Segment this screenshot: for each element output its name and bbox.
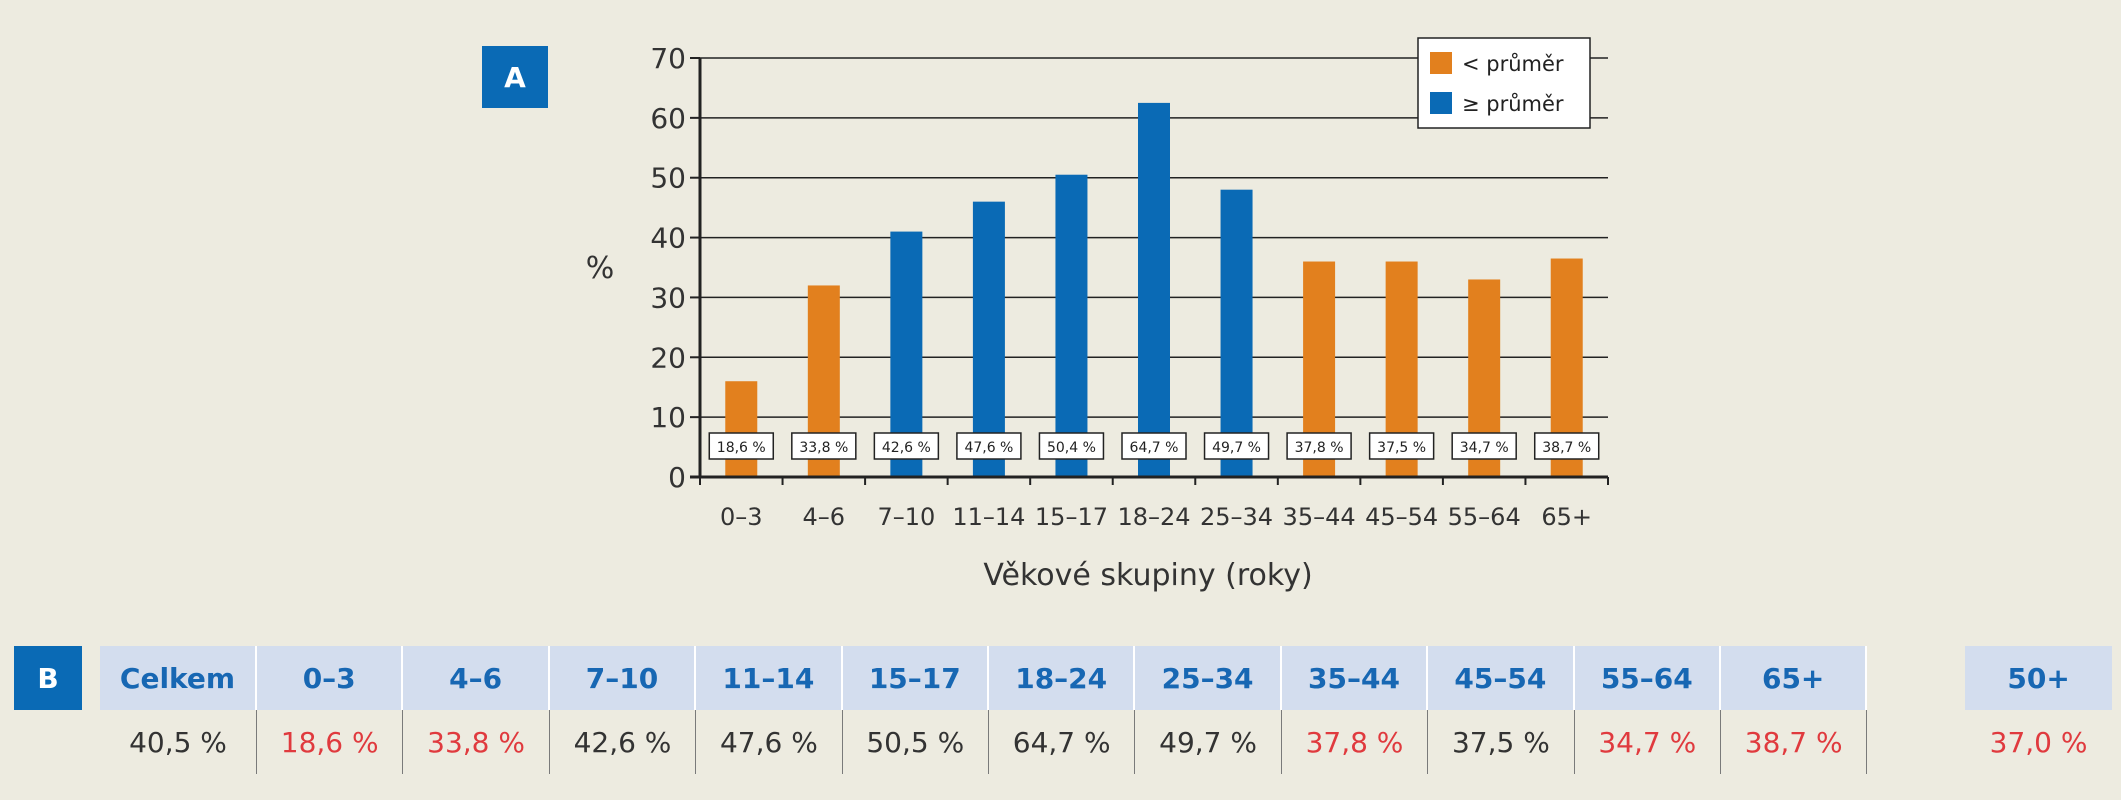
bar-18–24 xyxy=(1138,102,1170,478)
value-label: 37,5 % xyxy=(1377,440,1426,456)
table-header-cell: 25–34 xyxy=(1135,646,1282,710)
value-label-box xyxy=(791,432,857,460)
x-tick-label: 18–24 xyxy=(1117,503,1190,531)
panel-a-badge: A xyxy=(482,46,548,108)
y-tick-label: 50 xyxy=(650,162,686,195)
table-header-cell: Celkem xyxy=(100,646,257,710)
legend-label: ≥ průměr xyxy=(1462,92,1564,116)
y-tick-label: 20 xyxy=(650,341,686,374)
x-tick-label: 55–64 xyxy=(1448,503,1521,531)
table-value-cell: 64,7 % xyxy=(989,710,1136,774)
value-label: 42,6 % xyxy=(882,440,931,456)
table-value-cell: 42,6 % xyxy=(550,710,697,774)
table-header-cell: 45–54 xyxy=(1428,646,1575,710)
chart-bars: 18,6 % 33,8 % 42,6 % 47,6 % 50,4 % 64,7 % 49,7… xyxy=(708,102,1600,478)
x-tick-label: 45–54 xyxy=(1365,503,1438,531)
table-header-cell: 11–14 xyxy=(696,646,843,710)
table-header-cell: 4–6 xyxy=(403,646,550,710)
value-label: 18,6 % xyxy=(717,440,766,456)
table-value-cell: 40,5 % xyxy=(100,710,257,774)
y-tick-label: 0 xyxy=(668,461,686,494)
table-header-cell: 7–10 xyxy=(549,646,697,710)
chart-axes: 0 10 20 30 40 50 60 70 0–3 4–6 7–10 11–14 15–17 18–24… xyxy=(650,42,1609,531)
value-label-box xyxy=(708,432,775,460)
table-value-cell: 33,8 % xyxy=(403,710,550,774)
y-tick-label: 60 xyxy=(650,102,686,135)
table-header-cell: 55–64 xyxy=(1574,646,1721,710)
table-value-cell: 34,7 % xyxy=(1575,710,1721,774)
value-label-box xyxy=(873,432,940,460)
panel-b-badge: B xyxy=(14,646,82,710)
value-label-box xyxy=(1203,432,1270,460)
x-tick-label: 0–3 xyxy=(720,503,763,531)
x-tick-label: 4–6 xyxy=(803,503,846,531)
value-label: 37,8 % xyxy=(1295,440,1344,456)
legend-swatch-above xyxy=(1430,92,1452,114)
value-label-box xyxy=(1121,432,1187,460)
value-label: 34,7 % xyxy=(1460,440,1509,456)
table-value-cell: 47,6 % xyxy=(696,710,843,774)
value-label-box xyxy=(1451,432,1517,460)
table-header-cell: 15–17 xyxy=(842,646,989,710)
table-value-cell: 38,7 % xyxy=(1721,710,1868,774)
x-axis-label: Věkové skupiny (roky) xyxy=(983,558,1312,593)
y-tick-label: 40 xyxy=(650,222,686,255)
x-tick-label: 35–44 xyxy=(1283,503,1356,531)
table-header-cell: 18–24 xyxy=(989,646,1136,710)
table-value-cell: 37,0 % xyxy=(1989,725,2088,759)
table-value-cell: 18,6 % xyxy=(257,710,404,774)
table-value-cell: 49,7 % xyxy=(1135,710,1282,774)
y-tick-label: 30 xyxy=(650,281,686,314)
legend-label: < průměr xyxy=(1462,52,1564,76)
value-label: 50,4 % xyxy=(1047,440,1096,456)
x-tick-label: 15–17 xyxy=(1035,503,1108,531)
bar-15–17 xyxy=(1055,174,1088,477)
bar-0–3 xyxy=(725,381,758,477)
value-label: 49,7 % xyxy=(1212,440,1261,456)
x-tick-label: 65+ xyxy=(1541,503,1592,531)
table-header-cell: 65+ xyxy=(1721,646,1868,710)
bar-25–34 xyxy=(1220,189,1253,477)
table-header-cell: 35–44 xyxy=(1281,646,1429,710)
value-label: 38,7 % xyxy=(1542,440,1591,456)
value-label: 47,6 % xyxy=(964,440,1013,456)
bar-chart: 18,6 % 33,8 % 42,6 % 47,6 % 50,4 % 64,7 % 49,7… xyxy=(586,37,1609,593)
x-tick-label: 11–14 xyxy=(952,503,1025,531)
y-tick-label: 70 xyxy=(650,42,686,75)
x-tick-label: 25–34 xyxy=(1200,503,1273,531)
table-value-cell: 37,8 % xyxy=(1282,710,1429,774)
value-label-box xyxy=(1533,432,1600,460)
x-tick-label: 7–10 xyxy=(877,503,935,531)
table-header-cell: 50+ xyxy=(1965,646,2112,710)
value-label-box xyxy=(1038,432,1105,460)
table-header-cell: 0–3 xyxy=(257,646,404,710)
chart-legend: < průměr ≥ průměr xyxy=(1417,37,1591,129)
value-label: 64,7 % xyxy=(1130,440,1179,456)
value-label-box xyxy=(956,432,1022,460)
table-value-cell: 37,5 % xyxy=(1428,710,1575,774)
value-label: 33,8 % xyxy=(799,440,848,456)
value-label-box xyxy=(1286,432,1352,460)
y-axis-label: % xyxy=(586,251,615,286)
legend-swatch-below xyxy=(1430,52,1452,74)
bar-11–14 xyxy=(972,201,1005,477)
y-tick-label: 10 xyxy=(650,401,686,434)
value-label-box xyxy=(1368,432,1435,460)
table-value-cell: 50,5 % xyxy=(843,710,989,774)
